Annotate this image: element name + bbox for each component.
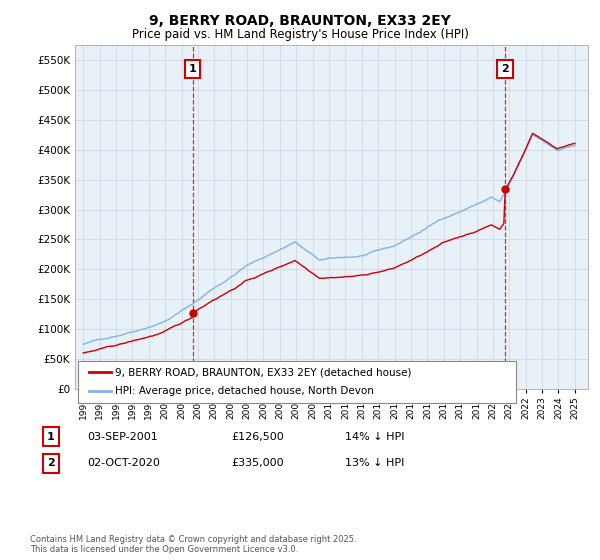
Text: HPI: Average price, detached house, North Devon: HPI: Average price, detached house, Nort…: [115, 386, 374, 396]
Text: Contains HM Land Registry data © Crown copyright and database right 2025.
This d: Contains HM Land Registry data © Crown c…: [30, 535, 356, 554]
Text: 9, BERRY ROAD, BRAUNTON, EX33 2EY (detached house): 9, BERRY ROAD, BRAUNTON, EX33 2EY (detac…: [115, 367, 412, 377]
Text: Price paid vs. HM Land Registry's House Price Index (HPI): Price paid vs. HM Land Registry's House …: [131, 28, 469, 41]
Text: 13% ↓ HPI: 13% ↓ HPI: [345, 458, 404, 468]
Text: 9, BERRY ROAD, BRAUNTON, EX33 2EY: 9, BERRY ROAD, BRAUNTON, EX33 2EY: [149, 14, 451, 28]
Text: £126,500: £126,500: [231, 432, 284, 442]
Text: 1: 1: [188, 64, 196, 74]
Text: 03-SEP-2001: 03-SEP-2001: [87, 432, 158, 442]
Text: 2: 2: [502, 64, 509, 74]
Text: 02-OCT-2020: 02-OCT-2020: [87, 458, 160, 468]
Text: 1: 1: [47, 432, 55, 442]
Text: 2: 2: [47, 458, 55, 468]
Text: £335,000: £335,000: [231, 458, 284, 468]
Text: 14% ↓ HPI: 14% ↓ HPI: [345, 432, 404, 442]
